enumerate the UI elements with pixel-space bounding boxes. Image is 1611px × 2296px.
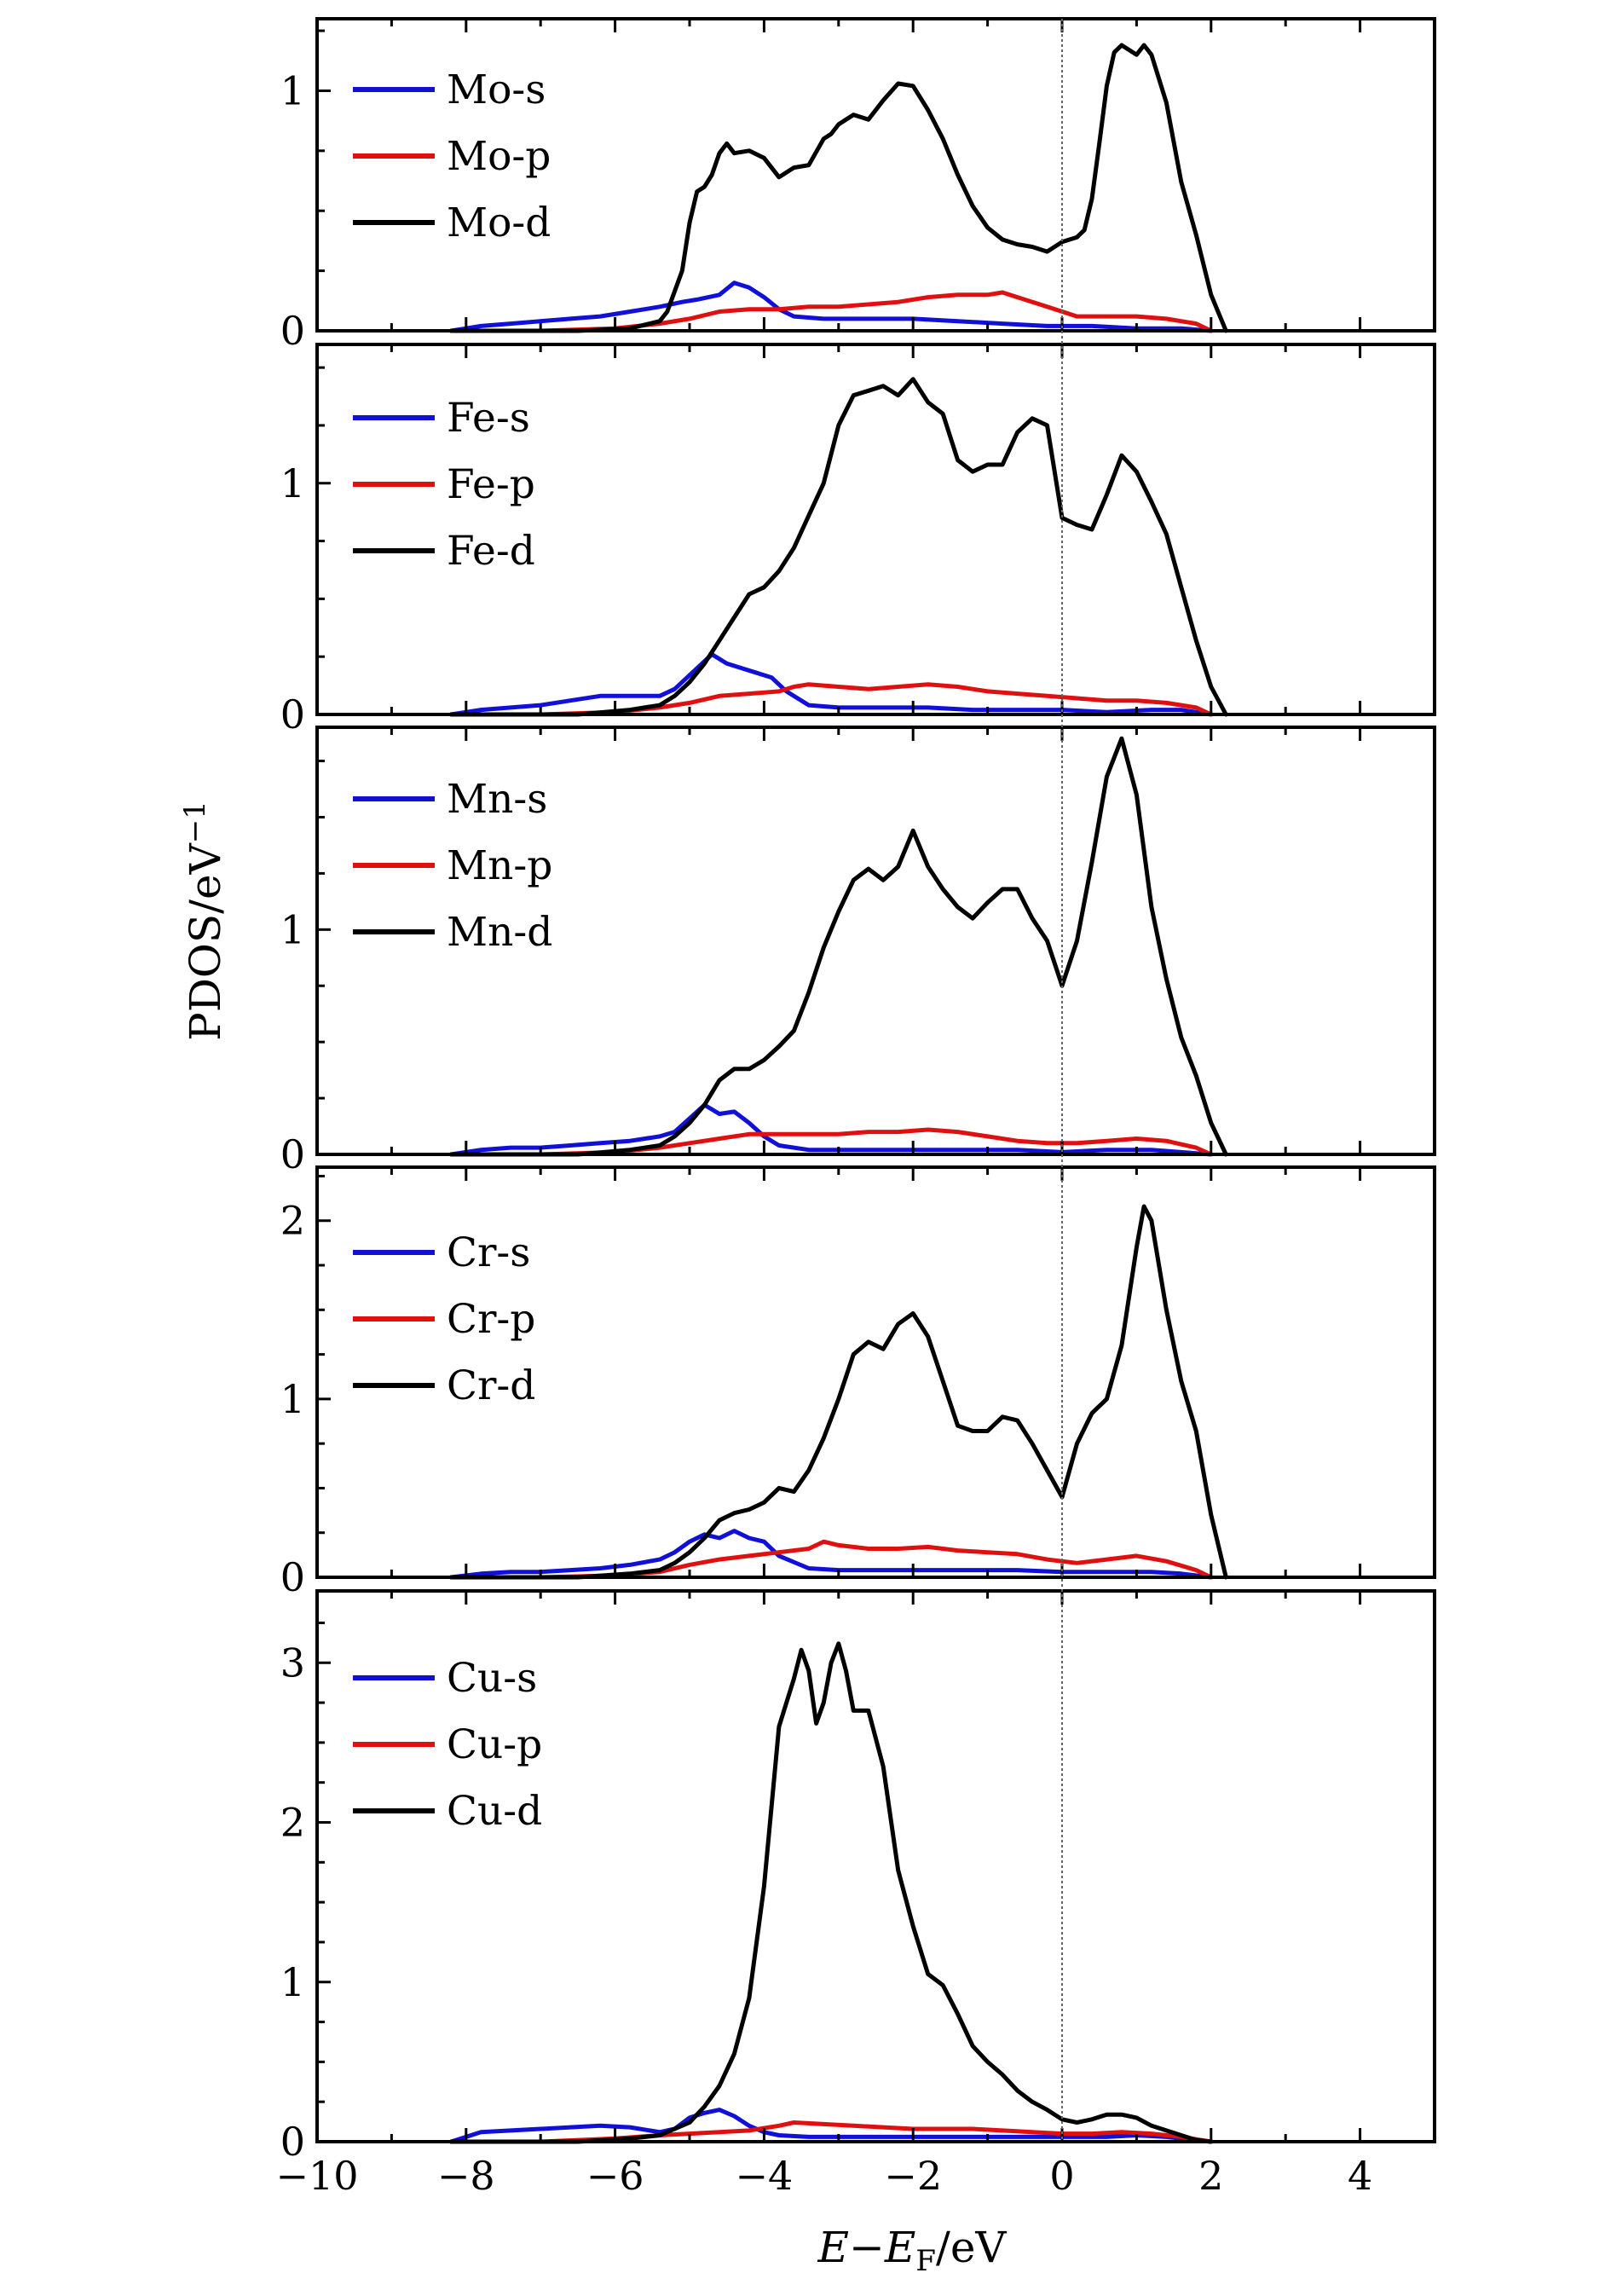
y-tick-label: 0 [280,1554,305,1600]
series-fe-d [448,377,1228,717]
series-cr-d [448,1204,1228,1580]
y-tick-label: 0 [280,2119,305,2165]
panel-frame [315,1165,1436,1579]
series-mn-p [448,1127,1214,1157]
panel-frame [315,1589,1436,2143]
x-tick-label: −6 [586,2153,644,2199]
panel-frame [315,726,1436,1156]
series-cr-p [448,1539,1214,1580]
legend-label: Cr-s [447,1229,530,1276]
series-fe-s [448,652,1214,717]
panel-fe: 0 1 Fe-s Fe-p Fe-d [280,343,1436,737]
y-axis-title-exponent: −1 [178,801,212,843]
series-mn-d [448,736,1228,1157]
x-tick-label: 2 [1198,2153,1223,2199]
y-tick-label: 0 [280,691,305,737]
legend-label: Mo-s [447,67,546,113]
legend-label: Fe-s [447,395,530,442]
y-tick-label: 1 [280,1376,305,1422]
series-fe-p [448,682,1214,717]
x-axis-title-sub: F [915,2244,936,2278]
x-axis-title-EF: E [884,2223,916,2272]
y-tick-label: 2 [280,1800,305,1846]
x-tick-label: 4 [1348,2153,1372,2199]
y-tick-label: 3 [280,1640,305,1686]
pdos-panels: 01 Mo-sMo-pMo-d01Fe-sFe-pFe-d01Mn-sMn-pMn… [275,17,1436,2199]
legend-label: Mo-p [447,133,551,180]
y-tick-label: 1 [280,460,305,506]
legend: Mo-s Mo-p Mo-d [353,67,551,246]
x-tick-label: 0 [1049,2153,1074,2199]
legend: Mn-s Mn-p Mn-d [353,776,552,956]
y-axis-title-base: PDOS/eV [181,842,230,1040]
y-axis-title: PDOS/eV−1 [178,801,230,1041]
series-cu-d [448,1641,1214,2144]
series-mo-p [448,290,1214,333]
y-tick-label: 0 [280,308,305,354]
panel-frame [315,17,1436,333]
legend: Cu-s Cu-p Cu-d [353,1655,542,1835]
x-tick-label: −2 [884,2153,942,2199]
y-tick-label: 2 [280,1198,305,1244]
panel-mo: 0 1 Mo-s Mo-p Mo-d [280,17,1436,354]
x-axis-title-unit: /eV [936,2223,1007,2272]
series-mn-s [448,1102,1214,1157]
x-tick-label: −4 [735,2153,793,2199]
legend: Fe-s Fe-p Fe-d [353,395,535,575]
x-axis-title: E−EF/eV [817,2223,1007,2278]
panel-cu: 0 1 2 3 −10 −8 −6 −4 −2 0 2 4 Cu-s Cu-p Cu-d [275,1589,1436,2199]
x-axis-title-E: E [817,2223,849,2272]
legend-label: Mn-p [447,842,552,889]
legend-label: Mn-s [447,776,547,823]
legend-label: Cr-p [447,1296,535,1343]
series-mo-d [448,43,1228,333]
series-cu-s [448,2108,1214,2144]
legend-label: Fe-p [447,461,535,508]
panel-frame [315,343,1436,716]
panel-cr: 0 1 2 Cr-s Cr-p Cr-d [280,1165,1436,1600]
x-tick-label: −8 [437,2153,495,2199]
legend-label: Cu-p [447,1721,542,1768]
y-tick-label: 1 [280,67,305,113]
legend-label: Mo-d [447,200,551,246]
legend-label: Cr-d [447,1362,535,1409]
legend: Cr-s Cr-p Cr-d [353,1229,535,1409]
x-tick-label: −10 [275,2153,358,2199]
legend-label: Fe-d [447,528,535,575]
y-tick-label: 0 [280,1131,305,1177]
panel-mn: 0 1 Mn-s Mn-p Mn-d [280,726,1436,1177]
series-cu-p [448,2120,1214,2144]
y-tick-label: 1 [280,1959,305,2005]
legend-label: Cu-s [447,1655,537,1702]
legend-label: Mn-d [447,909,552,956]
series-mo-s [448,280,1214,333]
x-axis-title-minus: − [849,2223,885,2272]
legend-label: Cu-d [447,1788,542,1835]
series-cr-s [448,1529,1214,1580]
y-tick-label: 1 [280,906,305,952]
